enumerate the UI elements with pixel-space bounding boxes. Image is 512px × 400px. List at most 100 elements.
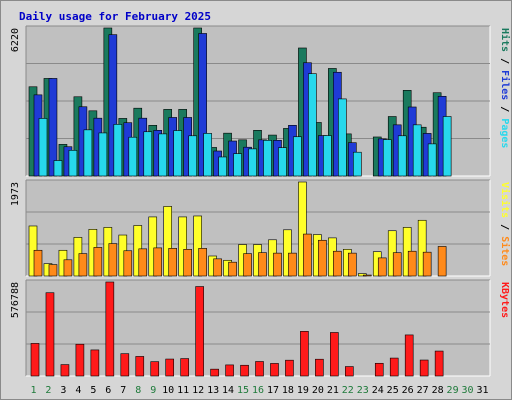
bar-kbytes-day-6: [105, 281, 115, 377]
bar-kbytes-day-9: [150, 361, 160, 377]
panel-legend: KBytes: [499, 282, 510, 318]
bar-visits-day-11: [178, 216, 187, 277]
bar-pages-day-16: [263, 140, 272, 177]
x-tick-label-day-15: 15: [237, 385, 249, 396]
bar-sites-day-14: [228, 261, 237, 277]
x-tick-label-day-20: 20: [312, 385, 324, 396]
legend-hits: Hits: [499, 28, 511, 52]
bar-sites-day-26: [407, 250, 417, 277]
x-tick-label-day-1: 1: [30, 385, 36, 396]
bar-visits-day-9: [148, 216, 158, 277]
panel-kbytes: 576788 KBytes: [10, 279, 510, 377]
bar-kbytes-day-2: [45, 292, 55, 377]
x-tick-label-day-30: 30: [462, 385, 474, 396]
bar-pages-day-26: [412, 124, 422, 177]
bar-pages-day-14: [233, 153, 242, 177]
bar-sites-day-2: [48, 264, 58, 277]
bar-kbytes-day-10: [165, 358, 175, 377]
bar-kbytes-day-26: [404, 334, 414, 377]
bar-sites-day-21: [333, 250, 342, 277]
x-tick-label-day-17: 17: [267, 385, 279, 396]
x-tick-label-day-8: 8: [135, 385, 141, 396]
bar-sites-day-22: [348, 252, 357, 277]
bar-kbytes-day-15: [240, 364, 249, 377]
x-tick-label-day-3: 3: [60, 385, 66, 396]
panels-layer: 6220 Hits / Files / Pages 1973 Visits / Sit…: [10, 25, 511, 377]
bar-files-day-2: [48, 78, 58, 177]
panel-hits-files-pages: 6220 Hits / Files / Pages: [10, 25, 511, 177]
bar-visits-day-10: [163, 206, 173, 277]
bar-files-day-6: [108, 34, 118, 177]
bar-kbytes-day-13: [210, 368, 219, 377]
bar-sites-day-5: [93, 247, 103, 277]
bar-pages-day-20: [323, 135, 332, 177]
x-tick-label-day-18: 18: [282, 385, 294, 396]
y-max-label: 576788: [10, 282, 21, 318]
x-tick-label-day-28: 28: [432, 385, 444, 396]
bar-sites-day-23: [362, 274, 372, 277]
bar-kbytes-day-7: [120, 353, 130, 377]
bar-kbytes-day-22: [345, 366, 354, 377]
legend-separator: /: [499, 218, 510, 236]
x-tick-label-day-14: 14: [222, 385, 234, 396]
bar-pages-day-3: [68, 150, 78, 177]
bar-sites-day-9: [153, 247, 163, 277]
x-tick-label-day-21: 21: [327, 385, 339, 396]
bar-sites-day-27: [422, 251, 432, 277]
bar-kbytes-day-8: [135, 356, 145, 377]
bar-pages-day-10: [173, 130, 183, 177]
bar-pages-day-15: [248, 148, 257, 177]
x-tick-label-day-26: 26: [402, 385, 414, 396]
bar-pages-day-13: [218, 156, 227, 177]
bar-files-day-12: [198, 33, 207, 177]
x-tick-label-day-12: 12: [192, 385, 204, 396]
x-tick-label-day-6: 6: [105, 385, 111, 396]
bar-sites-day-28: [437, 246, 447, 277]
x-tick-label-day-5: 5: [90, 385, 96, 396]
bar-kbytes-day-11: [180, 358, 189, 377]
bar-visits-day-12: [193, 215, 202, 277]
bar-pages-day-6: [113, 124, 123, 177]
legend-separator: /: [499, 100, 510, 118]
y-max-label: 6220: [10, 28, 21, 52]
x-tick-label-day-27: 27: [417, 385, 429, 396]
bar-pages-day-2: [53, 160, 63, 177]
bar-visits-day-27: [417, 219, 427, 277]
x-tick-label-day-22: 22: [342, 385, 354, 396]
bar-kbytes-day-25: [389, 357, 399, 377]
bar-sites-day-7: [123, 250, 133, 277]
bar-kbytes-day-18: [285, 359, 294, 377]
panel-visits-sites: 1973 Visits / Sites: [10, 179, 511, 277]
x-tick-label-day-16: 16: [252, 385, 264, 396]
x-tick-label-day-9: 9: [150, 385, 156, 396]
legend-files: Files: [499, 70, 511, 100]
bar-kbytes-day-12: [195, 286, 204, 377]
bar-pages-day-5: [98, 132, 108, 177]
legend-kbytes: KBytes: [499, 282, 510, 318]
x-tick-label-day-19: 19: [297, 385, 309, 396]
x-tick-label-day-31: 31: [476, 385, 488, 396]
x-tick-label-day-10: 10: [162, 385, 174, 396]
bar-kbytes-day-27: [419, 359, 429, 377]
x-tick-label-day-7: 7: [120, 385, 126, 396]
bar-kbytes-day-5: [90, 349, 100, 377]
x-tick-label-day-11: 11: [177, 385, 189, 396]
bar-pages-day-7: [128, 136, 138, 177]
x-tick-label-day-4: 4: [75, 385, 81, 396]
bar-visits-day-19: [298, 181, 307, 277]
bar-sites-day-10: [168, 248, 178, 277]
bar-kbytes-day-16: [255, 361, 264, 377]
bar-pages-day-17: [278, 147, 287, 177]
bar-pages-day-11: [188, 135, 197, 177]
bar-sites-day-13: [213, 258, 222, 277]
bar-sites-day-24: [377, 257, 387, 277]
panel-legend: Visits / Sites: [499, 182, 511, 266]
bar-sites-day-4: [78, 253, 88, 277]
bar-sites-day-12: [198, 248, 207, 277]
x-tick-label-day-29: 29: [447, 385, 459, 396]
bar-pages-day-1: [38, 118, 48, 177]
bar-kbytes-day-4: [75, 343, 85, 377]
bar-kbytes-day-14: [225, 364, 234, 377]
bar-sites-day-1: [33, 249, 43, 277]
